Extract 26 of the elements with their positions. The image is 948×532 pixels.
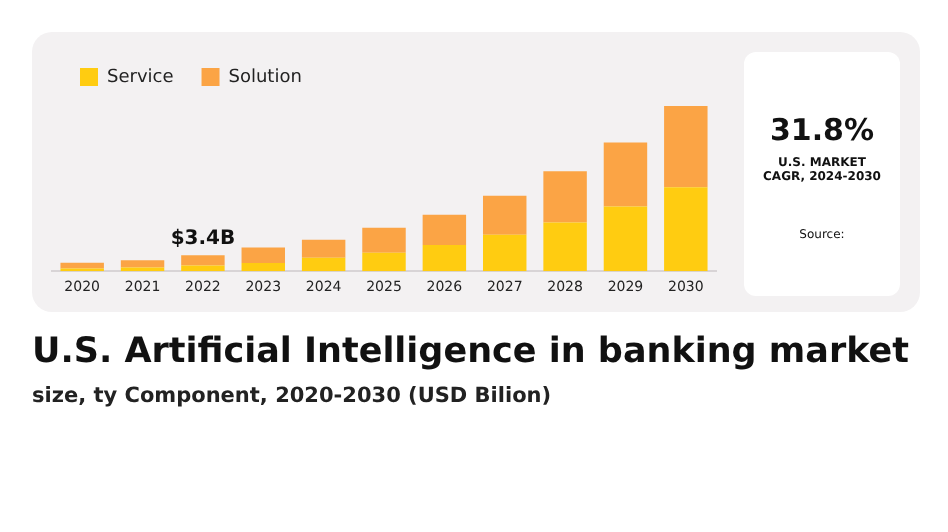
text: size, ty Component, 2020-2030 (USD Bilion): [32, 384, 552, 408]
bar: [301, 239, 346, 258]
bar: [603, 142, 648, 207]
bar: [60, 262, 104, 269]
bar: [120, 260, 165, 268]
bar: [181, 265, 225, 272]
bar: [664, 106, 708, 188]
bar: [664, 187, 708, 272]
bar: [241, 262, 285, 272]
bar: [483, 195, 527, 235]
bar: [362, 252, 406, 272]
bar: [543, 171, 587, 223]
bar: [301, 257, 346, 272]
bar: [181, 255, 225, 266]
bar: [241, 247, 285, 263]
text: U.S. Artificial Intelligence in banking market: [32, 332, 910, 372]
bar: [422, 214, 467, 245]
text: 31.8%: [767, 112, 877, 148]
bar: [603, 206, 648, 272]
bar: [483, 234, 527, 272]
legend-label: Service: [107, 67, 175, 88]
legend-label: Solution: [228, 67, 302, 88]
bar: [422, 244, 467, 272]
annotation: $3.4B: [170, 228, 236, 251]
bar: [543, 222, 587, 272]
bar: [362, 227, 406, 253]
